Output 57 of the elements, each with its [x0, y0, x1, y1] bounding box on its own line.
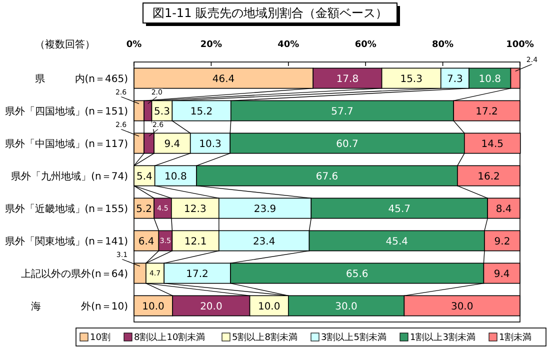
data-label: 14.5 — [481, 138, 504, 150]
legend-label: 8割以上10割未満 — [134, 332, 206, 344]
data-label: 57.7 — [331, 106, 354, 118]
chart-title: 図1-11 販売先の地域別割合（金額ベース） — [152, 6, 388, 20]
legend-label: 5割以上8割未満 — [232, 332, 298, 344]
y-tick-label: 海 外(n＝10) — [31, 300, 128, 312]
y-tick-label: 県外「四国地域」(n＝151) — [4, 105, 128, 118]
legend-label: 1割以上3割未満 — [410, 332, 476, 344]
data-label: 10.0 — [142, 301, 164, 312]
data-label: 23.4 — [252, 236, 276, 248]
y-tick-label: 上記以外の県外(n＝64) — [21, 268, 128, 280]
data-label: 17.2 — [476, 106, 498, 118]
data-label: 45.4 — [386, 236, 408, 248]
data-label: 17.8 — [336, 74, 359, 85]
data-label: 20.0 — [200, 301, 222, 312]
data-label: 60.7 — [336, 138, 358, 150]
legend-label: 1割未満 — [499, 332, 532, 344]
data-label: 16.2 — [478, 171, 500, 182]
data-label: 45.7 — [388, 204, 411, 215]
y-tick-label: 県外「九州地域」(n＝74) — [11, 170, 128, 182]
data-label: 10.8 — [478, 74, 502, 85]
legend-label: 10割 — [90, 332, 110, 344]
data-label: 5.3 — [154, 106, 170, 118]
x-tick-label: 80% — [432, 40, 454, 50]
data-label: 30.0 — [335, 301, 358, 312]
data-label: 65.6 — [346, 268, 368, 280]
data-label: 9.4 — [494, 268, 510, 280]
y-tick-label: 県外「近畿地域」(n＝155) — [4, 202, 128, 215]
text: （複数回答） — [35, 38, 95, 50]
x-tick-label: 100% — [506, 40, 534, 50]
x-tick-label: 0% — [126, 40, 142, 50]
data-label: 6.4 — [138, 236, 154, 248]
y-tick-label: 県外「中国地域」(n＝117) — [4, 138, 128, 150]
y-tick-label: 県外「関東地域」(n＝141) — [4, 235, 128, 248]
data-label: 12.3 — [184, 204, 206, 215]
x-tick-label: 60% — [354, 40, 376, 50]
data-label: 23.9 — [254, 204, 276, 215]
data-label: 30.0 — [450, 301, 474, 312]
data-label: 9.4 — [164, 138, 180, 150]
data-label: 9.2 — [494, 236, 510, 248]
data-label: 17.2 — [186, 268, 208, 280]
data-label: 46.4 — [212, 74, 235, 85]
data-label: 10.0 — [258, 301, 280, 312]
data-label: 15.3 — [400, 74, 422, 85]
data-label: 5.4 — [136, 171, 152, 182]
x-tick-label: 20% — [200, 40, 222, 50]
data-label: 8.4 — [496, 204, 512, 215]
x-tick-label: 40% — [278, 40, 300, 50]
data-label: 7.3 — [447, 74, 463, 85]
data-label: 10.8 — [164, 171, 187, 182]
data-label: 67.6 — [316, 171, 338, 182]
data-label: 5.2 — [136, 204, 152, 215]
data-label: 15.2 — [190, 106, 213, 118]
data-label: 12.1 — [184, 236, 207, 248]
legend-label: 3割以上5割未満 — [321, 332, 386, 344]
data-label: 10.3 — [199, 138, 222, 150]
y-tick-label: 県 内(n＝465) — [34, 72, 128, 85]
